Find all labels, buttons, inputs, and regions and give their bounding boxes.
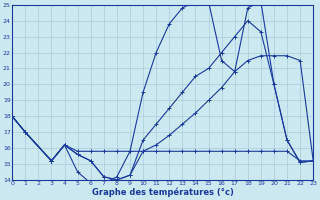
X-axis label: Graphe des températures (°c): Graphe des températures (°c) bbox=[92, 188, 234, 197]
